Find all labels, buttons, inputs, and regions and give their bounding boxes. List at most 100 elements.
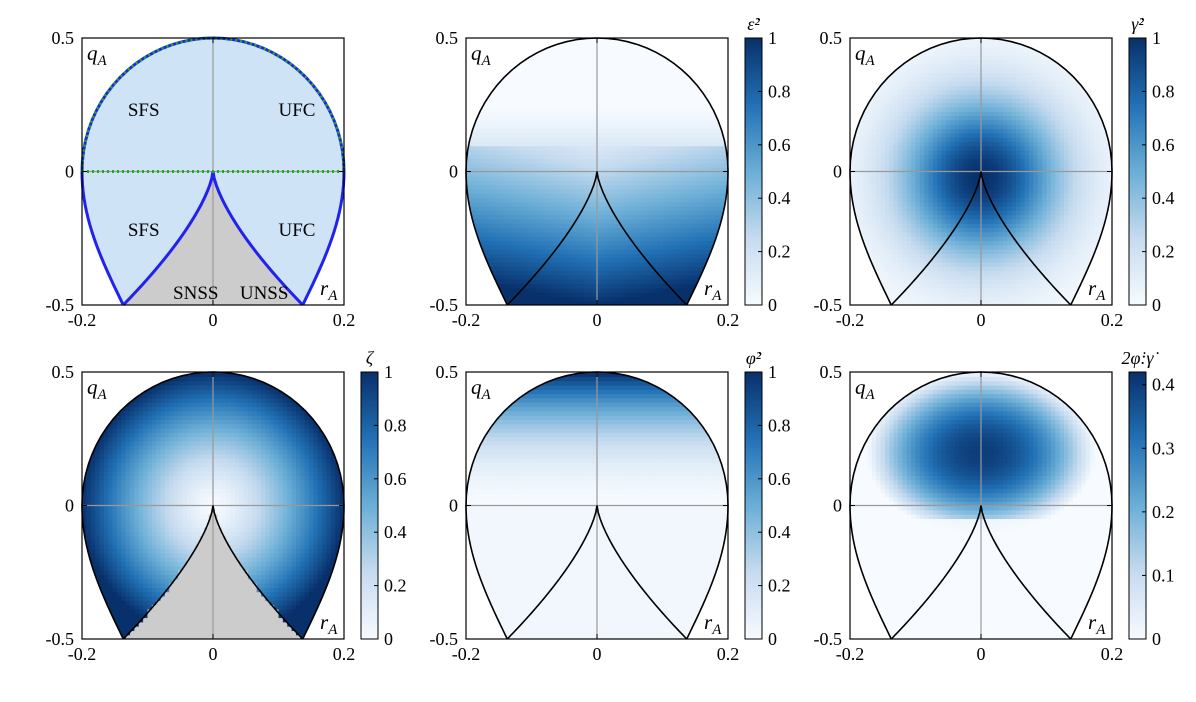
heatmap-cell <box>854 261 860 267</box>
heatmap-cell <box>706 197 712 203</box>
heatmap-cell <box>662 89 668 95</box>
heatmap-cell <box>688 171 694 177</box>
heatmap-cell <box>915 106 921 112</box>
heatmap-cell <box>553 154 559 160</box>
heatmap-cell <box>514 115 519 121</box>
heatmap-cell <box>540 72 546 78</box>
heatmap-cell <box>531 270 537 276</box>
heatmap-cell <box>867 145 873 151</box>
heatmap-cell <box>496 119 502 125</box>
heatmap-cell <box>653 76 659 82</box>
heatmap-cell <box>858 253 864 259</box>
heatmap-cell <box>588 149 594 155</box>
heatmap-cell <box>671 149 677 155</box>
heatmap-cell <box>470 201 476 207</box>
heatmap-cell <box>466 184 471 190</box>
heatmap-cell <box>649 223 655 229</box>
heatmap-cell <box>474 249 480 254</box>
heatmap-cell <box>675 68 681 74</box>
heatmap-cell <box>636 227 642 233</box>
heatmap-cell <box>697 76 703 82</box>
heatmap-cell <box>575 102 581 108</box>
heatmap-cell <box>535 218 541 224</box>
heatmap-cell <box>858 180 864 186</box>
heatmap-cell <box>553 106 559 112</box>
heatmap-cell <box>854 184 860 190</box>
heatmap-cell <box>679 72 685 78</box>
heatmap-cell <box>588 236 594 242</box>
heatmap-cell <box>575 279 581 285</box>
heatmap-cell <box>854 296 860 302</box>
heatmap-cell <box>623 106 629 112</box>
heatmap-cell <box>540 106 546 112</box>
heatmap-cell <box>893 193 899 198</box>
heatmap-cell <box>898 287 903 293</box>
x-tick-label: 0.2 <box>333 310 356 330</box>
heatmap-cell <box>610 158 616 164</box>
heatmap-cell <box>876 89 882 95</box>
heatmap-cell <box>662 50 668 56</box>
heatmap-cell <box>649 119 655 125</box>
heatmap-cell <box>509 154 515 160</box>
heatmap-cell <box>605 102 611 108</box>
heatmap-cell <box>649 102 655 108</box>
heatmap-cell <box>514 257 519 263</box>
heatmap-cell <box>466 214 471 220</box>
heatmap-cell <box>919 50 925 56</box>
heatmap-cell <box>522 175 528 181</box>
heatmap-cell <box>500 63 506 69</box>
heatmap-cell <box>871 81 877 86</box>
heatmap-cell <box>915 184 921 190</box>
heatmap-cell <box>880 223 886 229</box>
heatmap-cell <box>540 89 546 95</box>
heatmap-cell <box>466 115 471 121</box>
heatmap-cell <box>714 261 720 267</box>
heatmap-cell <box>496 193 502 198</box>
heatmap-cell <box>701 261 707 267</box>
heatmap-cell <box>854 154 860 160</box>
heatmap-cell <box>867 201 873 207</box>
heatmap-cell <box>671 63 677 69</box>
heatmap-cell <box>618 115 624 121</box>
heatmap-cell <box>906 128 912 134</box>
heatmap-cell <box>588 72 594 78</box>
heatmap-cell <box>706 141 712 147</box>
heatmap-cell <box>649 50 655 56</box>
heatmap-cell <box>544 81 550 86</box>
heatmap-cell <box>884 240 890 246</box>
heatmap-cell <box>662 124 668 130</box>
heatmap-cell <box>631 175 637 181</box>
heatmap-cell <box>592 137 598 142</box>
heatmap-cell <box>597 218 602 224</box>
heatmap-cell <box>583 214 589 220</box>
heatmap-cell <box>601 205 607 211</box>
heatmap-cell <box>566 175 572 181</box>
heatmap-cell <box>640 63 646 69</box>
heatmap-cell <box>911 89 917 95</box>
heatmap-cell <box>876 72 882 78</box>
heatmap-cell <box>889 42 895 48</box>
heatmap-cell <box>474 175 480 181</box>
heatmap-cell <box>911 218 917 224</box>
heatmap-cell <box>531 257 537 263</box>
heatmap-cell <box>557 115 563 121</box>
heatmap-cell <box>470 253 476 259</box>
heatmap-cell <box>850 128 855 134</box>
heatmap-cell <box>592 300 598 305</box>
heatmap-cell <box>500 214 506 220</box>
heatmap-cell <box>658 218 664 224</box>
heatmap-cell <box>570 50 576 56</box>
heatmap-cell <box>466 93 471 99</box>
heatmap-cell <box>662 46 668 52</box>
heatmap-cell <box>645 266 650 272</box>
heatmap-cell <box>867 188 873 194</box>
heatmap-cell <box>614 287 620 293</box>
heatmap-cell <box>514 46 519 52</box>
heatmap-cell <box>915 111 921 117</box>
heatmap-cell <box>863 201 869 207</box>
heatmap-cell <box>623 81 629 86</box>
heatmap-cell <box>662 106 668 112</box>
heatmap-cell <box>553 270 559 276</box>
heatmap-cell <box>693 50 699 56</box>
heatmap-cell <box>906 38 912 43</box>
